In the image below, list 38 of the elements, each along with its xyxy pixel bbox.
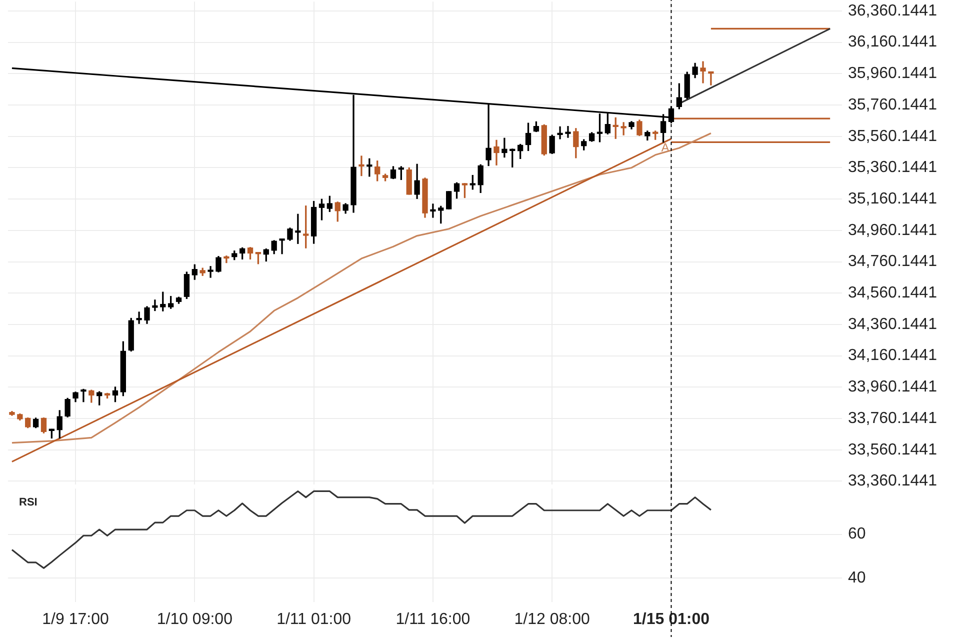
y-tick-label: 35,160.1441 xyxy=(848,190,938,208)
x-tick-label: 1/11 01:00 xyxy=(276,610,352,628)
candlestick xyxy=(430,204,436,218)
text: RSI xyxy=(19,496,38,509)
x-tick-label: 1/10 09:00 xyxy=(156,610,233,628)
y-tick-label: 36,160.1441 xyxy=(848,34,938,51)
candlestick xyxy=(502,138,508,158)
candlestick xyxy=(80,388,86,402)
candlestick xyxy=(358,156,364,176)
y-tick-label: 34,160.1441 xyxy=(848,347,938,364)
candlestick xyxy=(152,300,158,312)
y-tick-label: 34,560.1441 xyxy=(848,284,938,302)
y-tick-label: 34,360.1441 xyxy=(848,316,938,333)
candlestick xyxy=(279,238,285,254)
x-tick-label: 1/12 08:00 xyxy=(514,610,590,628)
y-tick-label: 34,760.1441 xyxy=(848,253,938,270)
y-tick-label: 35,560.1441 xyxy=(848,128,938,145)
y-tick-label: 33,960.1441 xyxy=(848,378,938,396)
y-tick-label: 60 xyxy=(848,526,866,543)
y-tick-label: 33,560.1441 xyxy=(848,441,938,458)
y-tick-label: 33,360.1441 xyxy=(848,472,938,490)
x-tick-label: 1/9 17:00 xyxy=(42,610,109,628)
x-tick-label: 1/15 01:00 xyxy=(632,610,710,628)
candlestick xyxy=(700,61,706,84)
y-tick-label: 35,960.1441 xyxy=(848,65,938,82)
y-tick-label: 33,760.1441 xyxy=(848,410,938,427)
y-tick-label: 36,360.1441 xyxy=(848,2,938,20)
y-tick-label: 34,960.1441 xyxy=(848,222,938,239)
y-tick-label: 40 xyxy=(848,569,866,586)
candlestick xyxy=(708,71,714,86)
candlestick xyxy=(136,312,142,324)
y-tick-label: 35,760.1441 xyxy=(848,96,938,114)
y-tick-label: 35,360.1441 xyxy=(848,159,938,176)
candlestick xyxy=(208,266,214,278)
candlestick xyxy=(565,126,571,138)
x-tick-label: 1/11 16:00 xyxy=(396,610,470,628)
candlestick xyxy=(557,126,563,140)
candlestick xyxy=(620,122,626,136)
